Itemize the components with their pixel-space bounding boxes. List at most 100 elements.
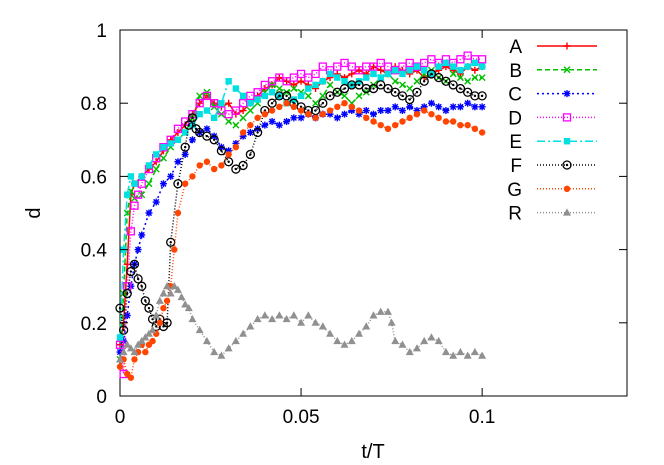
data-point-marker [166,289,175,297]
data-point-marker [122,288,132,299]
data-point-marker [341,78,348,85]
data-point-marker [203,107,211,114]
data-point-marker [115,340,125,349]
series-G [116,100,486,381]
data-point-marker [119,347,128,356]
data-point-marker [160,143,167,151]
data-point-marker [283,77,291,85]
data-point-marker [406,85,414,93]
data-point-marker [392,121,399,129]
data-point-marker [383,83,393,94]
marker-ring [216,146,227,156]
data-point-marker [340,340,349,348]
data-point-marker [464,99,472,107]
data-point-marker [435,103,443,111]
data-point-marker [163,282,172,290]
marker-ring [419,76,429,86]
data-point-marker [167,172,175,180]
marker-ring [223,157,234,167]
marker-dot [336,91,339,94]
legend-label: A [509,37,522,58]
marker-ring [562,160,572,170]
data-point-marker [412,87,422,97]
marker-dot [205,134,209,138]
data-point-marker [563,66,571,74]
data-point-marker [355,107,363,114]
data-point-marker [174,209,182,217]
data-point-marker [478,63,486,70]
marker-dot [357,83,361,87]
data-point-marker [398,340,407,348]
data-point-marker [348,103,355,111]
data-point-marker [406,114,413,122]
marker-dot [136,277,140,281]
data-point-marker [231,336,240,345]
data-point-marker [391,103,399,111]
data-point-marker [318,98,328,108]
data-point-marker [283,100,290,107]
data-point-marker [173,285,182,293]
marker-ring [231,164,241,174]
data-point-marker [391,77,399,85]
marker-dot [430,72,433,76]
data-point-marker [275,85,283,93]
data-point-marker [232,121,240,129]
data-point-marker [370,70,377,78]
data-point-marker [361,83,371,94]
data-point-marker [289,311,298,319]
marker-ring [412,87,422,97]
data-point-marker [147,314,158,324]
marker-dot [451,83,455,87]
data-point-marker [232,85,240,92]
data-point-marker [140,296,151,306]
marker-dot [278,94,281,98]
data-point-marker [348,107,356,115]
data-point-marker [261,92,269,100]
data-point-marker [162,318,172,328]
data-point-marker [247,121,254,129]
legend-item: B [509,61,597,82]
marker-dot [343,87,346,90]
x-axis-label: t/T [361,441,384,463]
x-tick-label: 0.1 [469,407,495,428]
data-point-marker [253,314,262,323]
data-point-marker [141,333,150,341]
marker-dot [151,317,154,321]
data-point-marker [232,139,240,147]
data-point-marker [290,114,298,122]
data-point-marker [153,151,160,158]
data-point-marker [413,110,421,118]
data-point-marker [130,347,139,356]
data-point-marker [260,311,269,319]
marker-ring [332,87,342,97]
data-point-marker [123,260,131,268]
marker-dot [350,83,353,87]
data-point-marker [449,70,457,78]
data-point-marker [123,340,132,348]
data-point-marker [420,103,428,111]
data-point-marker [203,125,211,133]
data-point-marker [471,74,479,82]
data-point-marker [223,157,234,167]
marker-dot [408,98,411,101]
data-point-marker [276,103,283,111]
data-point-marker [118,325,129,335]
data-point-marker [184,120,194,130]
data-point-marker [347,336,356,345]
data-point-marker [304,311,313,319]
data-point-marker [144,329,153,337]
series-layer [115,51,487,381]
marker-dot [466,91,469,94]
marker-dot [423,80,426,83]
data-point-marker [363,114,370,122]
data-point-marker [167,140,174,147]
marker-dot [394,91,397,94]
data-point-marker [341,92,349,100]
data-point-marker [326,329,335,337]
marker-dot [241,164,245,167]
data-point-marker [563,208,571,216]
legend-label: B [509,61,522,82]
marker-ring [390,87,400,97]
data-point-marker [310,105,321,116]
